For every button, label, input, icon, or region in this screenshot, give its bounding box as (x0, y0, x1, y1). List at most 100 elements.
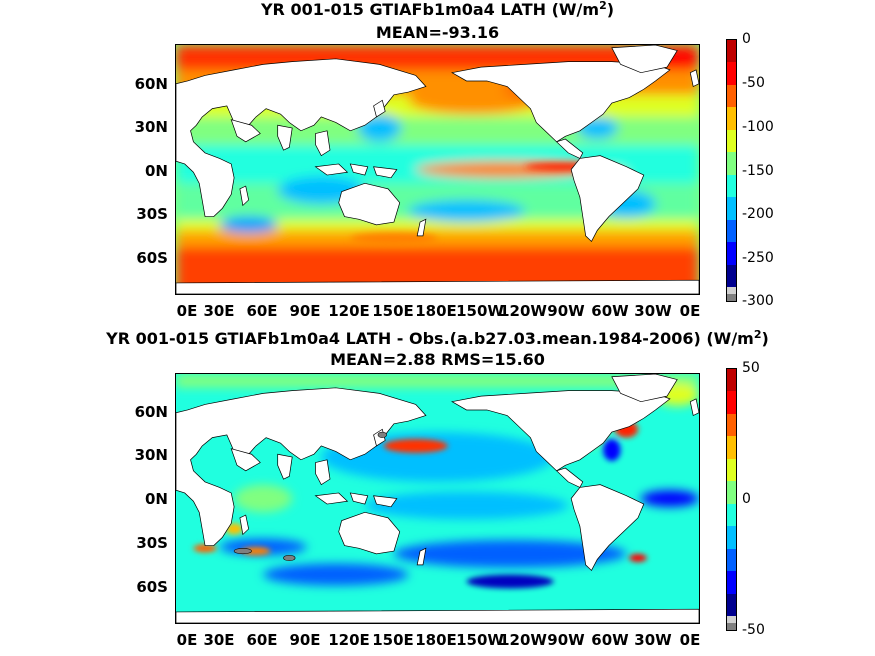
colorbar-step (727, 230, 736, 243)
colorbar-step (727, 129, 736, 142)
colorbar-step (727, 470, 736, 482)
colorbar-step (727, 458, 736, 471)
colorbar-step (727, 197, 736, 209)
colorbar-step (727, 163, 736, 176)
top-cb-tick-2: -100 (742, 119, 774, 135)
top-lon-30w: 30W (634, 302, 672, 320)
top-cb-tick-6: -300 (742, 293, 774, 309)
top-lon-180e: 180E (415, 302, 457, 320)
bottom-cb-tick-0: 50 (742, 360, 760, 376)
colorbar-step (727, 185, 736, 198)
colorbar-step (727, 253, 736, 266)
top-cb-tick-4: -200 (742, 206, 774, 222)
colorbar-step (727, 174, 736, 187)
top-map (175, 44, 700, 295)
bottom-stats: MEAN=2.88 RMS=15.60 (330, 350, 545, 369)
colorbar-step (727, 152, 736, 165)
top-title-suffix: ) (606, 0, 615, 19)
top-lat-60n: 60N (134, 75, 168, 93)
colorbar-missing-low (727, 287, 736, 294)
bottom-lon-90w: 90W (547, 631, 585, 649)
colorbar-step (727, 571, 736, 583)
top-stats: MEAN=-93.16 (375, 23, 500, 42)
colorbar-step (727, 582, 736, 595)
top-lon-90w: 90W (547, 302, 585, 320)
top-lon-150e: 150E (372, 302, 414, 320)
top-lon-60e: 60E (246, 302, 278, 320)
colorbar-step (727, 548, 736, 561)
top-lon-120w: 120W (499, 302, 547, 320)
colorbar-step (727, 537, 736, 550)
bottom-lon-150e: 150E (372, 631, 414, 649)
top-lon-120e: 120E (328, 302, 370, 320)
colorbar-step (727, 369, 736, 381)
colorbar-step (727, 84, 736, 97)
bottom-lon-0e: 0E (176, 631, 198, 649)
colorbar-missing (727, 294, 736, 301)
bottom-lon-60w: 60W (591, 631, 629, 649)
top-lat-0n: 0N (145, 162, 168, 180)
colorbar-step (727, 73, 736, 86)
colorbar-step (727, 208, 736, 221)
colorbar-step (727, 436, 736, 449)
top-title: YR 001-015 GTIAFb1m0a4 LATH (W/m2) (0, 0, 875, 20)
colorbar-step (727, 62, 736, 75)
colorbar-step (727, 593, 736, 606)
bottom-cb-tick-1: 0 (742, 491, 751, 507)
bottom-cb-tick-2: -50 (742, 622, 765, 638)
bottom-lon-60e: 60E (246, 631, 278, 649)
top-lon-150w: 150W (456, 302, 504, 320)
colorbar-step (727, 40, 736, 52)
bottom-title-prefix: YR 001-015 GTIAFb1m0a4 LATH - Obs.(a.b27… (106, 329, 754, 348)
colorbar-step (727, 118, 736, 131)
top-lat-60s: 60S (136, 249, 168, 267)
colorbar-step (727, 264, 736, 277)
colorbar-missing-low (727, 616, 736, 623)
colorbar-step (727, 559, 736, 572)
top-lat-30s: 30S (136, 205, 168, 223)
colorbar-step (727, 604, 736, 617)
top-colorbar-fill (727, 40, 736, 301)
colorbar-step (727, 380, 736, 393)
bottom-lon-30w: 30W (634, 631, 672, 649)
bottom-title-sup: 2 (753, 328, 762, 341)
colorbar-step (727, 503, 736, 516)
colorbar-step (727, 413, 736, 426)
bottom-lon-120w: 120W (499, 631, 547, 649)
colorbar-step (727, 275, 736, 288)
colorbar-step (727, 242, 736, 254)
bottom-lat-0n: 0N (145, 490, 168, 508)
colorbar-step (727, 219, 736, 232)
bottom-lon-90e: 90E (289, 631, 321, 649)
top-cb-tick-3: -150 (742, 163, 774, 179)
bottom-lat-30n: 30N (134, 446, 168, 464)
bottom-title: YR 001-015 GTIAFb1m0a4 LATH - Obs.(a.b27… (0, 329, 875, 349)
colorbar-step (727, 481, 736, 494)
colorbar-step (727, 402, 736, 415)
colorbar-step (727, 492, 736, 505)
bottom-lon-150w: 150W (456, 631, 504, 649)
colorbar-missing (727, 623, 736, 630)
bottom-map-field (176, 374, 699, 623)
bottom-lon-120e: 120E (328, 631, 370, 649)
bottom-lon-180e: 180E (415, 631, 457, 649)
top-lon-0e: 0E (176, 302, 198, 320)
colorbar-step (727, 514, 736, 527)
colorbar-step (727, 391, 736, 404)
top-title-sup: 2 (599, 0, 607, 12)
colorbar-step (727, 141, 736, 153)
top-lon-0e-end: 0E (679, 302, 701, 320)
colorbar-step (727, 526, 736, 538)
bottom-lon-30e: 30E (203, 631, 235, 649)
top-cb-tick-0: 0 (742, 31, 751, 47)
top-cb-tick-1: -50 (742, 75, 765, 91)
colorbar-step (727, 96, 736, 108)
top-lat-30n: 30N (134, 118, 168, 136)
top-lon-90e: 90E (289, 302, 321, 320)
bottom-lon-0e-end: 0E (679, 631, 701, 649)
colorbar-step (727, 51, 736, 64)
bottom-map (175, 373, 700, 624)
bottom-title-suffix: ) (761, 329, 769, 348)
bottom-lat-60n: 60N (134, 403, 168, 421)
